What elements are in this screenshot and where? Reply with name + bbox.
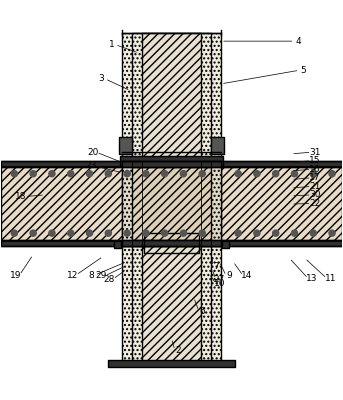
Bar: [221, 161, 342, 167]
Bar: [1, 166, 122, 241]
Bar: [115, 241, 121, 248]
Bar: [119, 137, 132, 154]
Bar: [221, 167, 342, 240]
Circle shape: [68, 230, 74, 236]
Bar: [132, 246, 211, 360]
Text: 1: 1: [109, 40, 115, 49]
Bar: [1, 167, 122, 240]
Bar: [122, 33, 221, 161]
Bar: [122, 33, 221, 161]
Circle shape: [310, 230, 316, 236]
Circle shape: [180, 230, 187, 236]
Text: 2: 2: [176, 346, 181, 355]
Circle shape: [199, 171, 205, 177]
Circle shape: [11, 230, 17, 236]
Text: 14: 14: [241, 271, 252, 280]
Text: 4: 4: [295, 37, 301, 46]
Text: 16: 16: [309, 165, 321, 174]
Bar: [132, 33, 211, 161]
Circle shape: [292, 230, 298, 236]
Text: 7: 7: [213, 262, 219, 271]
Circle shape: [143, 230, 149, 236]
Bar: [221, 166, 342, 241]
Text: 29: 29: [96, 271, 107, 280]
Bar: [1, 161, 122, 167]
Circle shape: [329, 230, 335, 236]
Text: 17: 17: [309, 173, 321, 182]
Text: 27: 27: [214, 275, 225, 284]
Bar: [132, 167, 211, 240]
Text: 21: 21: [309, 182, 321, 191]
Circle shape: [105, 171, 111, 177]
Bar: [1, 167, 122, 240]
Circle shape: [235, 230, 241, 236]
Bar: [122, 240, 221, 246]
Bar: [222, 241, 228, 248]
Circle shape: [30, 171, 36, 177]
Text: 28: 28: [104, 275, 115, 284]
Circle shape: [273, 230, 279, 236]
Text: 11: 11: [324, 274, 336, 283]
Text: 18: 18: [15, 192, 27, 201]
Text: 31: 31: [309, 148, 321, 157]
Circle shape: [124, 171, 130, 177]
Bar: [120, 156, 223, 165]
Bar: [142, 33, 201, 161]
Text: 15: 15: [309, 156, 321, 165]
Bar: [221, 166, 342, 241]
Bar: [1, 240, 122, 246]
Circle shape: [124, 230, 130, 236]
Circle shape: [162, 230, 168, 236]
Text: 10: 10: [214, 279, 225, 288]
Text: 12: 12: [67, 271, 78, 280]
Text: 9: 9: [227, 271, 233, 280]
Circle shape: [105, 230, 111, 236]
Circle shape: [310, 171, 316, 177]
Text: 30: 30: [309, 190, 321, 199]
Bar: [221, 167, 342, 240]
Bar: [132, 246, 211, 360]
Circle shape: [199, 230, 205, 236]
Text: 19: 19: [10, 271, 22, 280]
Bar: [132, 33, 211, 161]
Bar: [144, 233, 199, 253]
Circle shape: [49, 230, 55, 236]
Text: 6: 6: [199, 306, 205, 316]
Circle shape: [11, 171, 17, 177]
Bar: [108, 360, 235, 367]
Bar: [142, 33, 201, 161]
Bar: [142, 246, 201, 360]
Bar: [1, 166, 122, 241]
Text: 20: 20: [87, 148, 99, 157]
Text: 23: 23: [85, 161, 97, 170]
Circle shape: [180, 171, 187, 177]
Bar: [122, 246, 221, 360]
Circle shape: [254, 171, 260, 177]
Bar: [122, 246, 221, 360]
Circle shape: [49, 171, 55, 177]
Text: 8: 8: [88, 271, 94, 280]
Circle shape: [273, 171, 279, 177]
Bar: [122, 161, 221, 246]
Text: 5: 5: [300, 66, 306, 75]
Circle shape: [329, 171, 335, 177]
Bar: [122, 161, 221, 246]
Circle shape: [143, 171, 149, 177]
Bar: [142, 246, 201, 360]
Circle shape: [162, 171, 168, 177]
Circle shape: [292, 171, 298, 177]
Bar: [122, 161, 221, 167]
Circle shape: [86, 171, 93, 177]
Circle shape: [254, 230, 260, 236]
Bar: [132, 167, 211, 240]
Text: 3: 3: [98, 74, 104, 83]
Circle shape: [235, 171, 241, 177]
Bar: [211, 137, 224, 154]
Text: 22: 22: [309, 199, 321, 208]
Bar: [221, 240, 342, 246]
Circle shape: [86, 230, 93, 236]
Circle shape: [30, 230, 36, 236]
Circle shape: [68, 171, 74, 177]
Text: 13: 13: [306, 274, 317, 283]
